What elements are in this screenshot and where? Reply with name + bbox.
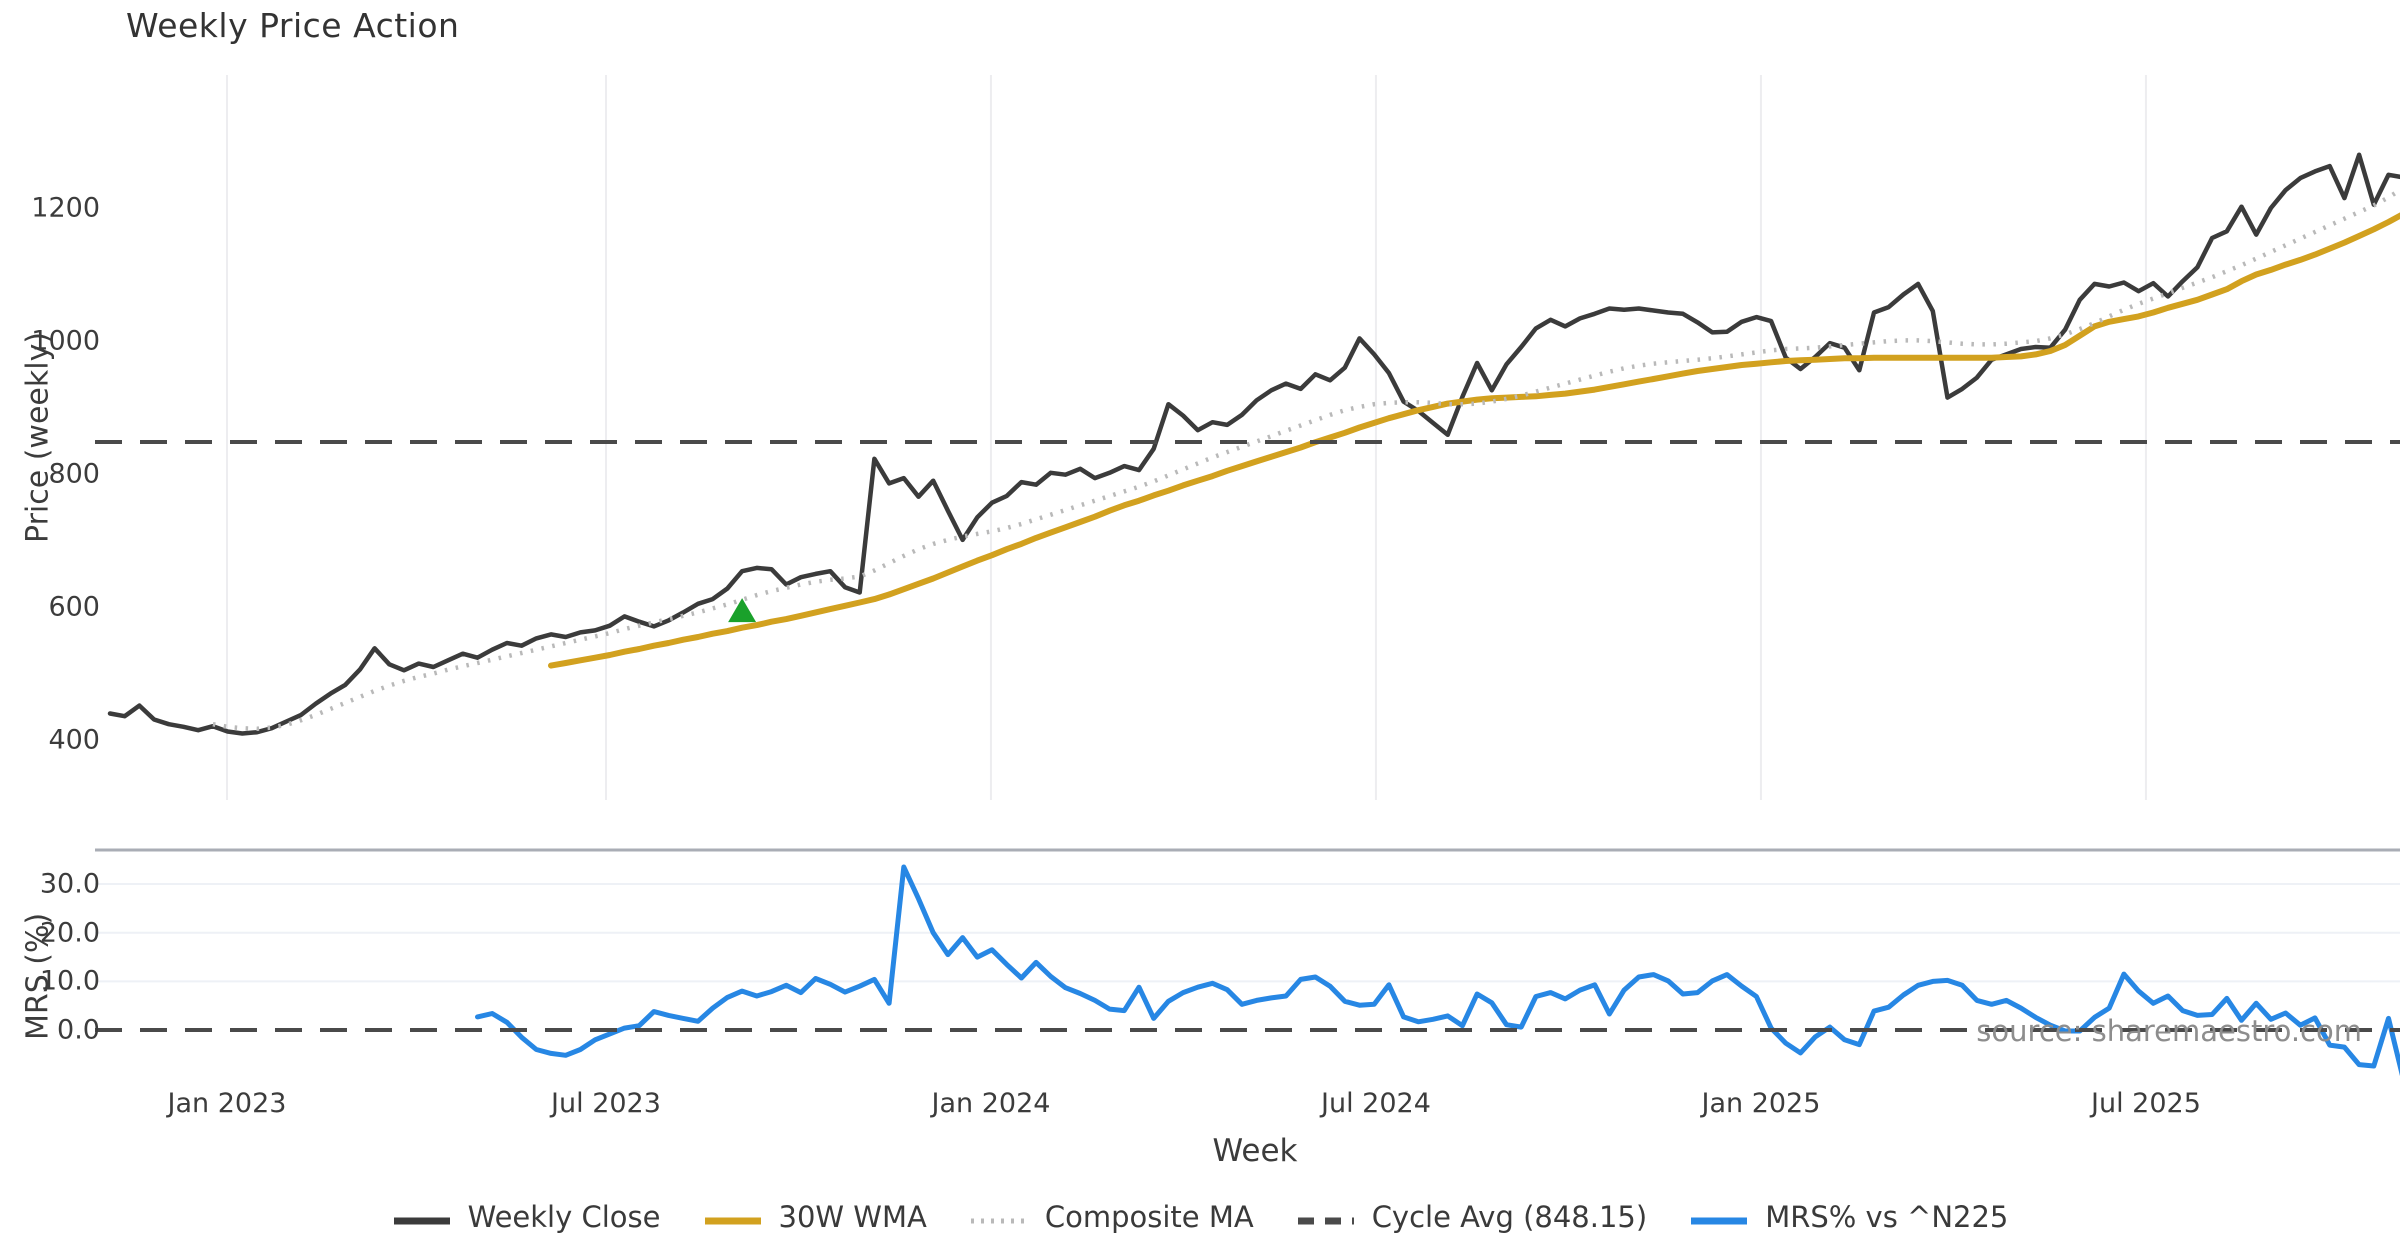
legend-item-weekly-close: Weekly Close — [392, 1200, 661, 1234]
legend-label: MRS% vs ^N225 — [1765, 1200, 2009, 1234]
source-watermark: source: sharemaestro.com — [1976, 1014, 2362, 1048]
price-series-weekly-close — [107, 152, 2400, 736]
page-title: Weekly Price Action — [126, 6, 460, 45]
legend-label: Weekly Close — [467, 1200, 661, 1234]
legend-item-cycle-avg: Cycle Avg (848.15) — [1296, 1200, 1648, 1234]
legend-item-30w-wma: 30W WMA — [703, 1200, 927, 1234]
legend-item-composite-ma: Composite MA — [969, 1200, 1254, 1234]
composite-ma-line-icon — [969, 1200, 1029, 1234]
mrs-ytick-0.0: 0.0 — [57, 1014, 100, 1046]
wma-line-icon — [703, 1200, 763, 1234]
mrs-ytick-30.0: 30.0 — [39, 868, 100, 900]
signal-triangle-icon — [728, 598, 757, 623]
weekly-close-line-icon — [392, 1200, 452, 1234]
price-ytick-800: 800 — [48, 458, 100, 490]
xtick-jan-2024: Jan 2024 — [931, 1088, 1051, 1119]
price-series-30w-wma — [548, 212, 2400, 669]
xtick-jan-2025: Jan 2025 — [1701, 1088, 1821, 1119]
mrs-ytick-20.0: 20.0 — [39, 917, 100, 949]
price-axis-label: Price (weekly) — [20, 331, 56, 543]
xtick-jul-2024: Jul 2024 — [1321, 1088, 1431, 1119]
xtick-jul-2023: Jul 2023 — [551, 1088, 661, 1119]
price-ytick-1000: 1000 — [31, 325, 100, 357]
cycle-avg-dash-icon — [1296, 1200, 1356, 1234]
legend-label: Composite MA — [1044, 1200, 1254, 1234]
mrs-ytick-10.0: 10.0 — [39, 965, 100, 997]
legend: Weekly Close 30W WMA Composite MA Cycle … — [0, 1200, 2400, 1234]
xtick-jan-2023: Jan 2023 — [167, 1088, 287, 1119]
mrs-line-icon — [1689, 1200, 1749, 1234]
xtick-jul-2025: Jul 2025 — [2091, 1088, 2201, 1119]
legend-label: 30W WMA — [778, 1200, 927, 1234]
legend-item-mrs: MRS% vs ^N225 — [1689, 1200, 2008, 1234]
price-ytick-1200: 1200 — [31, 192, 100, 224]
price-ytick-600: 600 — [48, 591, 100, 623]
x-axis-title: Week — [1212, 1133, 1298, 1169]
price-series-composite-ma — [212, 187, 2400, 732]
price-ytick-400: 400 — [48, 724, 100, 756]
legend-label: Cycle Avg (848.15) — [1371, 1200, 1648, 1234]
